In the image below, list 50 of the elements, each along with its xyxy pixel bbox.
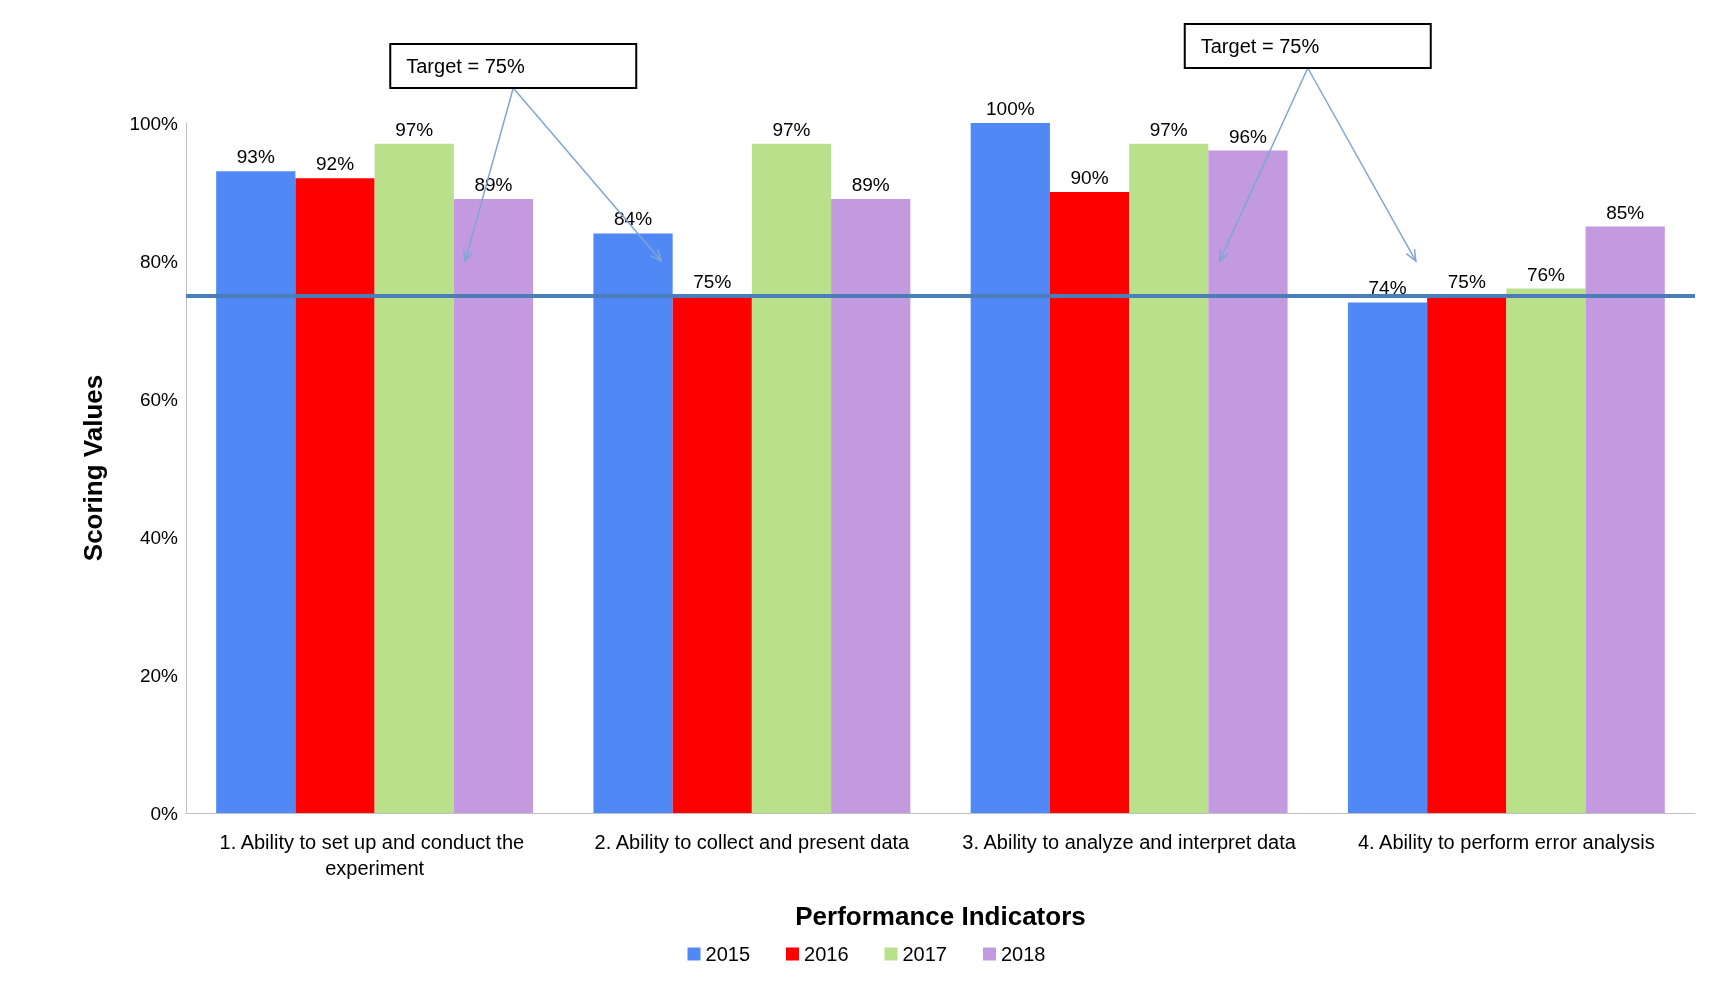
data-label: 89% [474,173,513,195]
y-tick-label: 60% [139,388,179,410]
bar [374,143,454,813]
bar [751,143,832,813]
bar [831,198,911,813]
x-axis-title: Performance Indicators [795,901,1086,931]
data-label: 97% [395,118,434,140]
bar [453,198,534,813]
bar [216,171,296,813]
data-label: 75% [1447,270,1486,292]
bar [1208,150,1288,813]
bar [970,123,1050,813]
x-tick-label: 4. Ability to perform error analysis [1357,831,1655,853]
data-label: 89% [851,173,890,195]
bar [1347,302,1428,813]
text: Target = 75% [406,55,525,77]
bar [1585,226,1665,813]
legend-label: 2017 [902,943,947,965]
data-label: 84% [614,208,653,230]
data-label: 90% [1070,167,1109,188]
data-label: 92% [316,153,355,175]
bar [1049,192,1130,813]
y-axis-title: Scoring Values [78,374,108,562]
data-label: 97% [1149,118,1188,140]
bar [672,295,752,813]
data-label: 100% [985,98,1035,119]
legend-label: 2018 [1000,943,1046,965]
data-label: 93% [236,146,275,168]
x-tick-label: 1. Ability to set up and conduct the experiment [219,831,530,879]
y-tick-label: 40% [139,526,179,548]
bar [295,178,375,813]
x-tick-label: 3. Ability to analyze and interpret data [962,831,1297,853]
data-label: 75% [693,270,732,292]
y-tick-label: 0% [150,802,179,824]
data-label: 96% [1228,125,1268,147]
data-label: 85% [1606,201,1645,223]
data-label: 97% [772,118,811,140]
bar [1506,288,1586,813]
legend-label: 2016 [804,943,849,965]
legend-label: 2015 [705,943,751,965]
y-tick-label: 100% [129,112,179,134]
bar [1427,295,1507,813]
x-tick-label: 2. Ability to collect and present data [594,831,911,853]
y-tick-label: 80% [139,250,179,272]
data-label: 76% [1526,263,1566,285]
text: Target = 75% [1200,35,1320,57]
bar [593,233,673,813]
y-tick-label: 20% [139,664,179,686]
bar [1129,143,1209,813]
data-label: 74% [1368,277,1407,299]
